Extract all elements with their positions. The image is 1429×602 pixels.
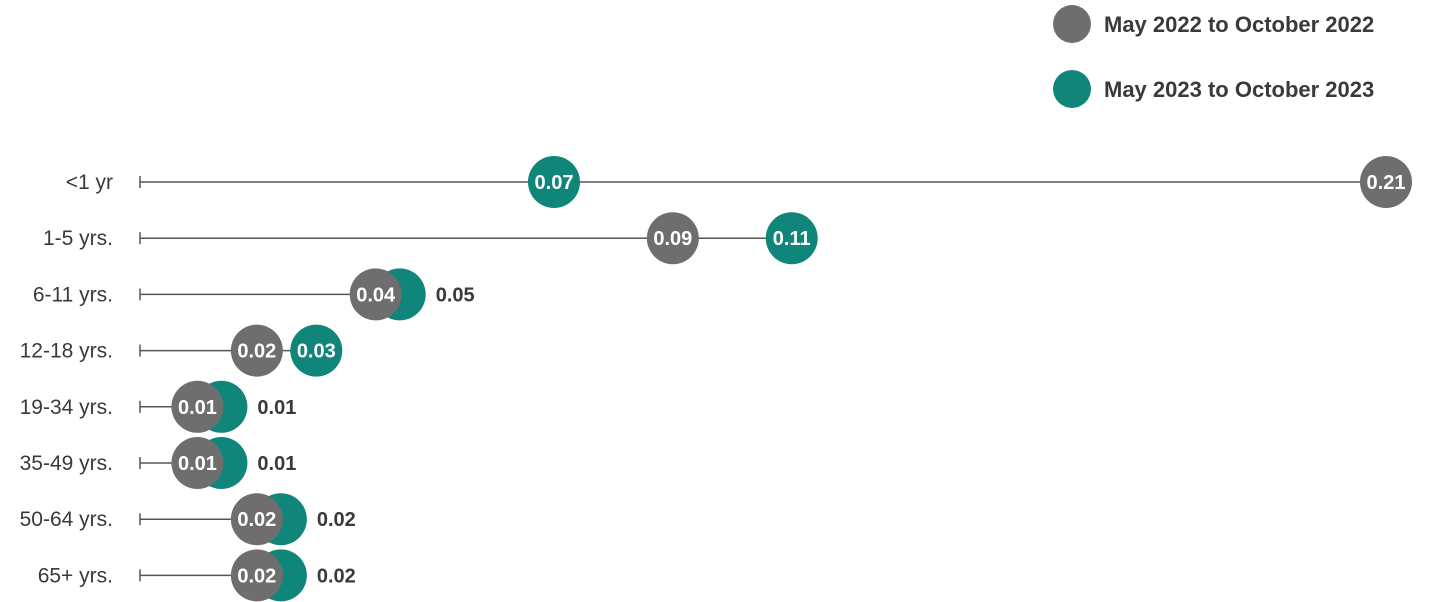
category-label: 50-64 yrs. (20, 508, 113, 531)
value-label-series-1: 0.09 (653, 228, 692, 250)
value-label-series-2: 0.05 (436, 284, 475, 306)
legend-label-1: May 2022 to October 2022 (1104, 12, 1374, 37)
category-label: 6-11 yrs. (33, 283, 113, 306)
value-label-series-1: 0.02 (237, 509, 276, 531)
chart-rows: <1 yr 0.21 0.07 1-5 yrs. 0.09 0.11 6-11 yrs. 0.… (20, 156, 1412, 602)
value-label-series-2: 0.01 (257, 453, 296, 475)
value-label-series-1: 0.21 (1367, 172, 1406, 194)
category-label: 1-5 yrs. (43, 227, 113, 250)
row-7: 50-64 yrs. 0.02 0.02 (20, 493, 356, 546)
row-2: 1-5 yrs. 0.09 0.11 (43, 212, 818, 265)
value-label-series-2: 0.02 (317, 565, 356, 587)
value-label-series-1: 0.04 (356, 284, 396, 306)
row-5: 19-34 yrs. 0.01 0.01 (20, 380, 296, 433)
category-label: 12-18 yrs. (20, 340, 113, 363)
category-label: <1 yr (66, 171, 113, 194)
legend-label-2: May 2023 to October 2023 (1104, 77, 1374, 102)
legend: May 2022 to October 2022 May 2023 to Octo… (1053, 5, 1374, 108)
dot-series-1 (171, 437, 224, 489)
dot-series-2 (290, 324, 343, 377)
value-label-series-1: 0.01 (178, 453, 217, 475)
category-label: 19-34 yrs. (20, 396, 113, 419)
dot-series-1 (646, 212, 699, 265)
value-label-series-2: 0.01 (257, 397, 296, 419)
dot-series-1 (230, 493, 283, 546)
legend-swatch-2 (1053, 70, 1091, 108)
value-label-series-2: 0.03 (297, 341, 336, 363)
dot-series-2 (528, 156, 580, 208)
dot-series-1 (230, 324, 283, 377)
value-label-series-1: 0.02 (237, 565, 276, 587)
row-3: 6-11 yrs. 0.04 0.05 (33, 268, 475, 321)
row-8: 65+ yrs. 0.02 0.02 (38, 549, 356, 602)
value-label-series-2: 0.07 (535, 172, 574, 194)
legend-swatch-1 (1053, 5, 1091, 43)
dot-series-1 (1360, 156, 1412, 208)
row-6: 35-49 yrs. 0.01 0.01 (20, 437, 296, 489)
row-1: <1 yr 0.21 0.07 (66, 156, 1412, 208)
dot-series-2 (765, 212, 818, 265)
dot-series-1 (230, 549, 283, 602)
dot-series-1 (349, 268, 402, 321)
value-label-series-1: 0.01 (178, 397, 217, 419)
value-label-series-2: 0.11 (773, 228, 811, 250)
category-label: 65+ yrs. (38, 564, 113, 587)
value-label-series-1: 0.02 (237, 341, 276, 363)
value-label-series-2: 0.02 (317, 509, 356, 531)
category-label: 35-49 yrs. (20, 452, 113, 475)
dot-series-1 (171, 380, 224, 433)
row-4: 12-18 yrs. 0.02 0.03 (20, 324, 343, 377)
